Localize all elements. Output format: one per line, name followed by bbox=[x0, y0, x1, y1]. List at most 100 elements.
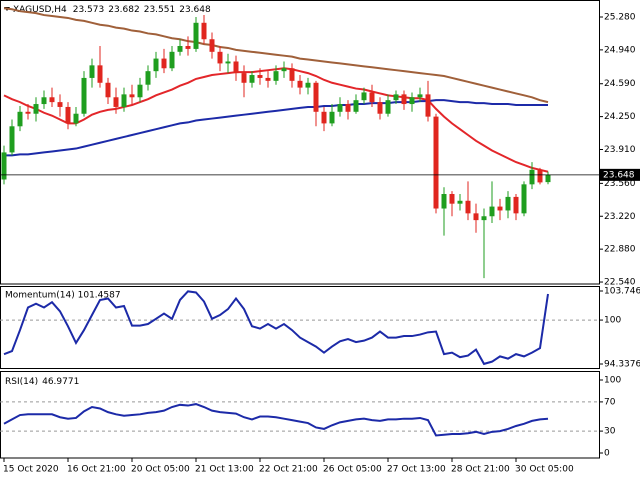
x-tick-label: 15 Oct 2020 bbox=[3, 465, 59, 475]
candle-body bbox=[241, 73, 247, 83]
indicator-line bbox=[3, 403, 549, 437]
candle-body bbox=[409, 97, 415, 105]
candle-body bbox=[129, 94, 135, 98]
candle-body bbox=[25, 111, 31, 114]
candle-body bbox=[105, 82, 111, 98]
main-panel bbox=[0, 0, 600, 285]
candle-body bbox=[153, 58, 159, 72]
x-tick-label: 27 Oct 13:00 bbox=[387, 465, 446, 475]
candle-body bbox=[369, 92, 375, 103]
candle-body bbox=[545, 174, 551, 183]
candle-body bbox=[217, 51, 223, 64]
candle-body bbox=[257, 75, 263, 78]
y-tick-label: 24.250 bbox=[604, 112, 636, 122]
candle-body bbox=[113, 97, 119, 107]
candle-body bbox=[529, 169, 535, 185]
candle-body bbox=[513, 196, 519, 214]
candle-body bbox=[337, 104, 343, 112]
candle-body bbox=[377, 102, 383, 114]
candle-body bbox=[89, 65, 95, 78]
candle-body bbox=[385, 100, 391, 114]
y-tick-label: 100 bbox=[604, 376, 621, 386]
candle-body bbox=[321, 111, 327, 124]
symbol: XAGUSD,H4 bbox=[13, 5, 67, 15]
y-tick-label: 23.560 bbox=[604, 179, 636, 189]
candle-body bbox=[393, 94, 399, 101]
high-value: 23.682 bbox=[108, 5, 140, 15]
open-value: 23.573 bbox=[73, 5, 105, 15]
candle-body bbox=[305, 82, 311, 88]
candle-body bbox=[481, 216, 487, 221]
candle-body bbox=[433, 116, 439, 209]
candle-body bbox=[353, 100, 359, 112]
candle-body bbox=[73, 113, 79, 124]
candle-body bbox=[233, 61, 239, 74]
rsi-name: RSI(14) bbox=[5, 377, 38, 387]
y-tick-label: 22.880 bbox=[604, 245, 636, 255]
candle-body bbox=[329, 111, 335, 124]
moving-average bbox=[4, 99, 548, 157]
y-tick-label: 103.7464 bbox=[604, 287, 640, 297]
candle-body bbox=[313, 82, 319, 112]
y-tick-label: 94.3376 bbox=[604, 360, 640, 370]
rsi-panel bbox=[0, 371, 600, 459]
indicator-line bbox=[3, 290, 549, 366]
x-tick-label: 20 Oct 05:00 bbox=[131, 465, 190, 475]
candle-body bbox=[289, 68, 295, 81]
x-tick-label: 28 Oct 21:00 bbox=[451, 465, 510, 475]
x-tick-label: 30 Oct 05:00 bbox=[515, 465, 574, 475]
y-tick-label: 30 bbox=[604, 427, 616, 437]
candle-body bbox=[193, 22, 199, 49]
momentum-panel bbox=[0, 286, 600, 369]
candle-body bbox=[49, 97, 55, 103]
y-tick-label: 22.540 bbox=[604, 278, 636, 288]
candle-body bbox=[281, 68, 287, 72]
candle-body bbox=[121, 94, 127, 107]
candle-body bbox=[9, 126, 15, 153]
candle-body bbox=[177, 46, 183, 52]
moving-average bbox=[3, 7, 549, 104]
candle-body bbox=[65, 106, 71, 124]
y-tick-label: 24.590 bbox=[604, 79, 636, 89]
y-tick-label: 24.940 bbox=[604, 45, 636, 55]
candle-body bbox=[1, 152, 7, 180]
price-tag bbox=[600, 168, 640, 181]
candle-body bbox=[161, 58, 167, 69]
candle-body bbox=[521, 184, 527, 214]
y-tick-label: 100 bbox=[604, 316, 621, 326]
candle-body bbox=[273, 71, 279, 81]
candle-body bbox=[497, 206, 503, 211]
candle-body bbox=[417, 94, 423, 98]
candle-body bbox=[345, 104, 351, 112]
candle-body bbox=[441, 194, 447, 209]
candle-body bbox=[297, 80, 303, 88]
x-tick-label: 22 Oct 21:00 bbox=[259, 465, 318, 475]
low-value: 23.551 bbox=[144, 5, 176, 15]
candle-body bbox=[137, 84, 143, 98]
candle-body bbox=[401, 94, 407, 105]
y-tick-label: 0 bbox=[604, 449, 610, 459]
candle-body bbox=[33, 104, 39, 114]
candle-body bbox=[457, 200, 463, 204]
x-tick-label: 16 Oct 21:00 bbox=[67, 465, 126, 475]
candle-body bbox=[425, 94, 431, 117]
header: XAGUSD,H4 23.573 23.682 23.551 23.648 bbox=[13, 5, 211, 15]
momentum-title: Momentum(14) 101.4587 bbox=[5, 291, 121, 301]
y-tick-label: 23.910 bbox=[604, 145, 636, 155]
x-tick-label: 21 Oct 13:00 bbox=[195, 465, 254, 475]
y-tick-label: 23.220 bbox=[604, 212, 636, 222]
candle-body bbox=[265, 77, 271, 81]
candle-body bbox=[489, 206, 495, 217]
price-tag-label: 23.648 bbox=[603, 170, 635, 180]
candle-body bbox=[81, 77, 87, 114]
candle-body bbox=[449, 194, 455, 204]
y-tick-label: 25.280 bbox=[604, 12, 636, 22]
rsi-title: RSI(14) 46.9771 bbox=[5, 377, 79, 387]
candle-body bbox=[473, 213, 479, 221]
candle-body bbox=[57, 102, 63, 107]
rsi-value: 46.9771 bbox=[42, 377, 79, 387]
candle-body bbox=[537, 169, 543, 183]
